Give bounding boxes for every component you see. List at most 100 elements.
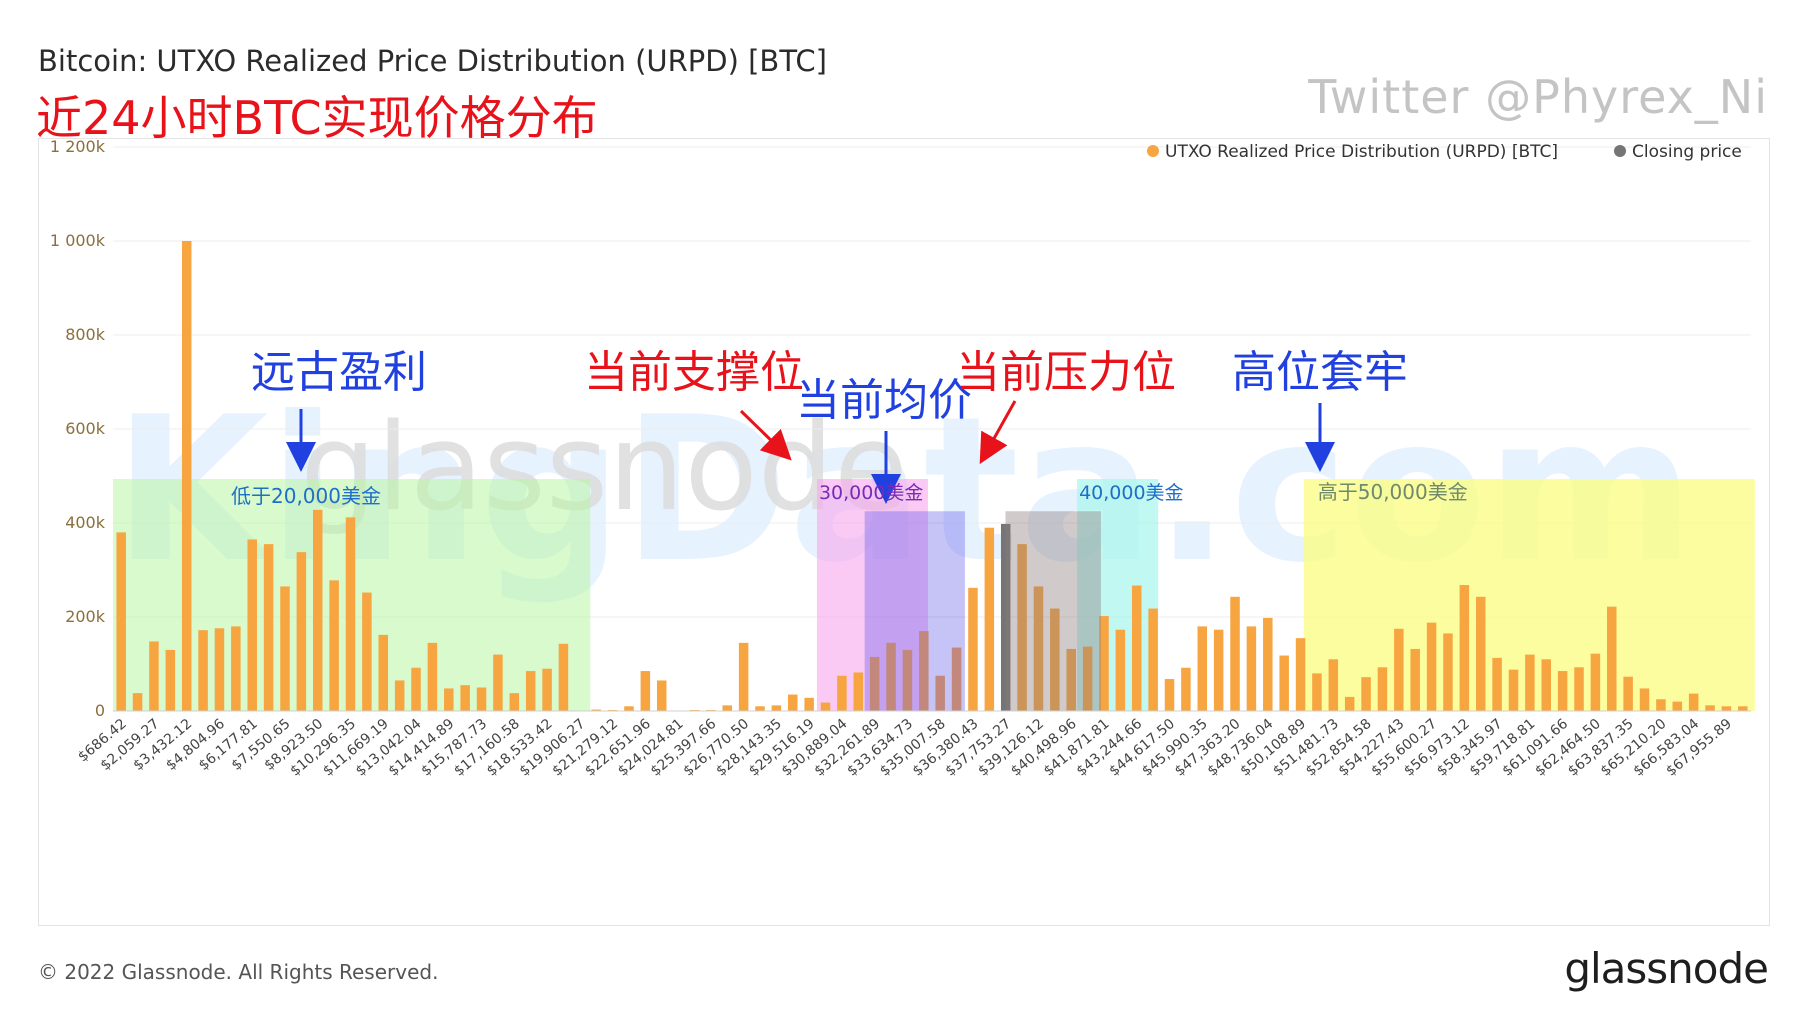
y-tick-label: 600k <box>65 419 106 438</box>
urpd-bar <box>1721 706 1732 711</box>
urpd-bar <box>640 671 651 711</box>
urpd-bar <box>755 706 765 711</box>
urpd-bar <box>968 587 978 711</box>
urpd-bar <box>656 680 667 711</box>
urpd-bar <box>1443 633 1453 711</box>
urpd-bar <box>132 693 143 711</box>
urpd-bar <box>1230 596 1240 711</box>
y-tick-label: 1 000k <box>50 231 106 250</box>
arrow-support <box>739 409 792 461</box>
urpd-bar <box>722 705 733 711</box>
copyright-notice: © 2022 Glassnode. All Rights Reserved. <box>38 960 439 984</box>
y-tick-label: 800k <box>65 325 106 344</box>
urpd-bar <box>1574 667 1584 711</box>
region-label-above-50k: 高于50,000美金 <box>1318 480 1468 504</box>
urpd-bar <box>1017 544 1027 711</box>
urpd-bar <box>1705 705 1715 711</box>
urpd-bar <box>1050 608 1060 711</box>
urpd-bar <box>1738 706 1748 711</box>
urpd-bar <box>1246 626 1257 711</box>
y-tick-label: 0 <box>95 701 105 720</box>
urpd-bar <box>853 672 864 711</box>
urpd-bar <box>935 675 945 711</box>
y-tick-label: 400k <box>65 513 106 532</box>
urpd-bar <box>837 675 847 711</box>
urpd-bar <box>1361 677 1371 711</box>
urpd-bar <box>558 643 569 711</box>
urpd-bar <box>1344 696 1355 711</box>
urpd-bar <box>116 532 126 711</box>
urpd-bar <box>312 509 323 711</box>
urpd-bar <box>165 649 176 711</box>
urpd-bar <box>525 671 536 711</box>
urpd-bar <box>1148 608 1158 711</box>
urpd-bar <box>247 539 257 711</box>
urpd-bar <box>820 702 831 711</box>
legend-swatch-urpd <box>1147 145 1159 157</box>
urpd-bar <box>1656 699 1666 711</box>
legend-swatch-closing <box>1614 145 1626 157</box>
urpd-bar <box>869 656 880 711</box>
annotation-current-resistance: 当前压力位 <box>956 347 1176 398</box>
urpd-bar <box>263 544 274 711</box>
urpd-bar <box>1590 653 1601 711</box>
urpd-bar <box>1263 617 1273 711</box>
urpd-bar <box>231 626 241 711</box>
urpd-bar <box>214 628 225 711</box>
urpd-bar <box>1623 676 1633 711</box>
urpd-bar <box>1672 701 1683 711</box>
urpd-bar <box>1508 669 1519 711</box>
urpd-bar <box>1082 646 1093 711</box>
urpd-bar <box>1525 654 1535 711</box>
urpd-bar <box>1164 679 1175 711</box>
urpd-bar <box>1197 626 1208 711</box>
urpd-bar <box>1688 693 1699 711</box>
annotation-high-trapped: 高位套牢 <box>1232 347 1408 398</box>
urpd-bar <box>1279 655 1289 711</box>
urpd-bar <box>1213 629 1224 711</box>
annotation-current-support: 当前支撑位 <box>584 347 804 398</box>
urpd-bar <box>1607 606 1617 711</box>
urpd-bar <box>919 631 929 711</box>
support-overlay <box>864 511 965 711</box>
urpd-bar <box>1295 638 1306 711</box>
arrow-resistance <box>979 400 1017 465</box>
urpd-bar <box>476 687 487 711</box>
chart-panel: KingData.comglassnode 0200k400k600k800k1… <box>38 138 1770 926</box>
annotation-ancient-profit: 远古盈利 <box>251 347 427 398</box>
urpd-bar <box>1394 628 1404 711</box>
urpd-bar <box>1181 667 1191 711</box>
chinese-subtitle: 近24小时BTC实现价格分布 <box>36 91 598 145</box>
urpd-bar <box>427 642 438 711</box>
urpd-bar <box>902 649 913 711</box>
urpd-bar <box>1328 659 1339 711</box>
urpd-bar <box>542 668 552 711</box>
urpd-bar <box>394 680 405 711</box>
urpd-bar <box>984 527 995 711</box>
closing-price-bar <box>1000 523 1011 711</box>
resistance-overlay <box>1005 511 1101 711</box>
urpd-bar <box>1066 648 1076 711</box>
urpd-bar <box>411 667 421 711</box>
urpd-bar <box>738 642 749 711</box>
urpd-bar <box>280 586 290 711</box>
urpd-bar <box>1099 616 1109 711</box>
urpd-bar <box>198 630 208 711</box>
legend-label-urpd: UTXO Realized Price Distribution (URPD) … <box>1165 142 1558 162</box>
urpd-bar <box>378 634 389 711</box>
urpd-bar <box>1475 596 1486 711</box>
urpd-bar <box>1541 659 1552 711</box>
urpd-bar <box>1377 667 1388 711</box>
urpd-bar <box>591 709 601 711</box>
region-label-40k: 40,000美金 <box>1079 482 1183 504</box>
urpd-bar <box>1492 657 1502 711</box>
twitter-handle-watermark: Twitter @Phyrex_Ni <box>1308 70 1768 124</box>
urpd-bar <box>509 693 520 711</box>
urpd-bar <box>1312 673 1322 711</box>
urpd-bar <box>1557 671 1568 711</box>
urpd-bar <box>1131 585 1142 711</box>
y-tick-label: 1 200k <box>50 139 106 156</box>
urpd-chart: KingData.comglassnode 0200k400k600k800k1… <box>50 139 1755 780</box>
urpd-bar <box>624 706 634 711</box>
region-label-below-20k: 低于20,000美金 <box>231 484 381 508</box>
